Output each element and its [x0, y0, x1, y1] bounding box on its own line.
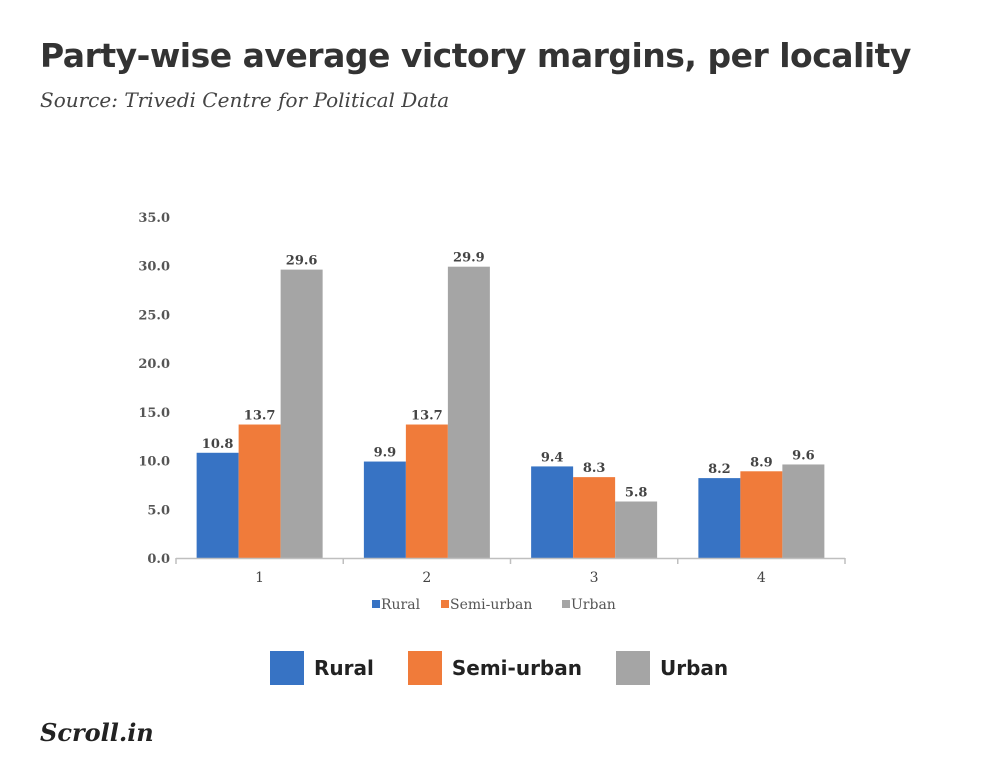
inner-legend: Rural Semi-urban Urban: [372, 597, 616, 613]
legend-label: Rural: [314, 656, 374, 680]
y-tick-label: 5.0: [147, 503, 170, 518]
page-title: Party-wise average victory margins, per …: [40, 36, 911, 75]
y-tick-label: 25.0: [138, 308, 170, 323]
x-tick-label: 4: [757, 570, 766, 586]
chart-subtitle: Source: Trivedi Centre for Political Dat…: [40, 88, 450, 112]
y-tick-label: 20.0: [138, 357, 170, 372]
x-axis: 1 2 3 4: [175, 558, 846, 586]
y-tick-label: 35.0: [138, 211, 170, 226]
data-label: 8.3: [583, 461, 606, 476]
x-tick-label: 3: [590, 570, 599, 586]
inner-legend-swatch: [441, 600, 449, 608]
bar-urban-1: [280, 269, 323, 558]
bar-rural-1: [196, 452, 239, 558]
data-label: 13.7: [411, 409, 443, 424]
scroll-logo: Scroll.in: [40, 718, 154, 747]
data-label: 9.4: [541, 450, 564, 465]
data-label: 29.6: [286, 254, 318, 269]
bar-semi-urban-3: [573, 477, 616, 558]
inner-legend-swatch: [562, 600, 570, 608]
bar-semi-urban-2: [405, 424, 448, 558]
legend-item-rural: Rural: [270, 651, 374, 685]
inner-legend-label: Rural: [381, 597, 421, 613]
bar-chart: 0.0 5.0 10.0 15.0 20.0 25.0 30.0 35.0 10.8 13.7 2…: [138, 211, 846, 613]
legend-swatch-rural: [270, 651, 304, 685]
bar-semi-urban-4: [740, 471, 783, 558]
y-tick-label: 10.0: [138, 455, 170, 470]
data-label: 29.9: [453, 251, 485, 266]
data-labels-group: 10.8 13.7 29.6 9.9 13.7 29.9 9.4 8.3 5.8 8.2 8.9 9.…: [202, 251, 815, 501]
y-tick-label: 15.0: [138, 406, 170, 421]
inner-legend-label: Urban: [571, 597, 616, 613]
data-label: 13.7: [244, 409, 276, 424]
bar-urban-4: [782, 464, 825, 558]
bars-group: [196, 266, 825, 558]
y-axis: 0.0 5.0 10.0 15.0 20.0 25.0 30.0 35.0: [138, 211, 170, 567]
legend-swatch-semi-urban: [407, 651, 442, 685]
bar-semi-urban-1: [238, 424, 281, 558]
legend-item-urban: Urban: [615, 651, 729, 685]
data-label: 5.8: [625, 485, 648, 500]
y-tick-label: 0.0: [147, 552, 170, 567]
data-label: 9.6: [792, 448, 815, 463]
inner-legend-swatch: [372, 600, 380, 608]
legend-item-semi-urban: Semi-urban: [407, 651, 582, 685]
x-tick-label: 1: [255, 570, 264, 586]
bar-rural-2: [363, 461, 406, 558]
data-label: 8.2: [708, 462, 731, 477]
bar-rural-3: [531, 466, 574, 558]
x-tick-label: 2: [422, 570, 431, 586]
inner-legend-label: Semi-urban: [450, 597, 532, 613]
data-label: 8.9: [750, 455, 773, 470]
legend-swatch-urban: [615, 651, 650, 685]
bar-urban-2: [447, 266, 490, 558]
legend-label: Semi-urban: [451, 656, 582, 680]
legend: Rural Semi-urban Urban: [270, 650, 762, 686]
bar-rural-4: [698, 478, 741, 558]
bar-urban-3: [615, 501, 658, 558]
y-tick-label: 30.0: [138, 260, 170, 275]
data-label: 9.9: [374, 446, 397, 461]
data-label: 10.8: [202, 437, 234, 452]
legend-label: Urban: [659, 656, 729, 680]
